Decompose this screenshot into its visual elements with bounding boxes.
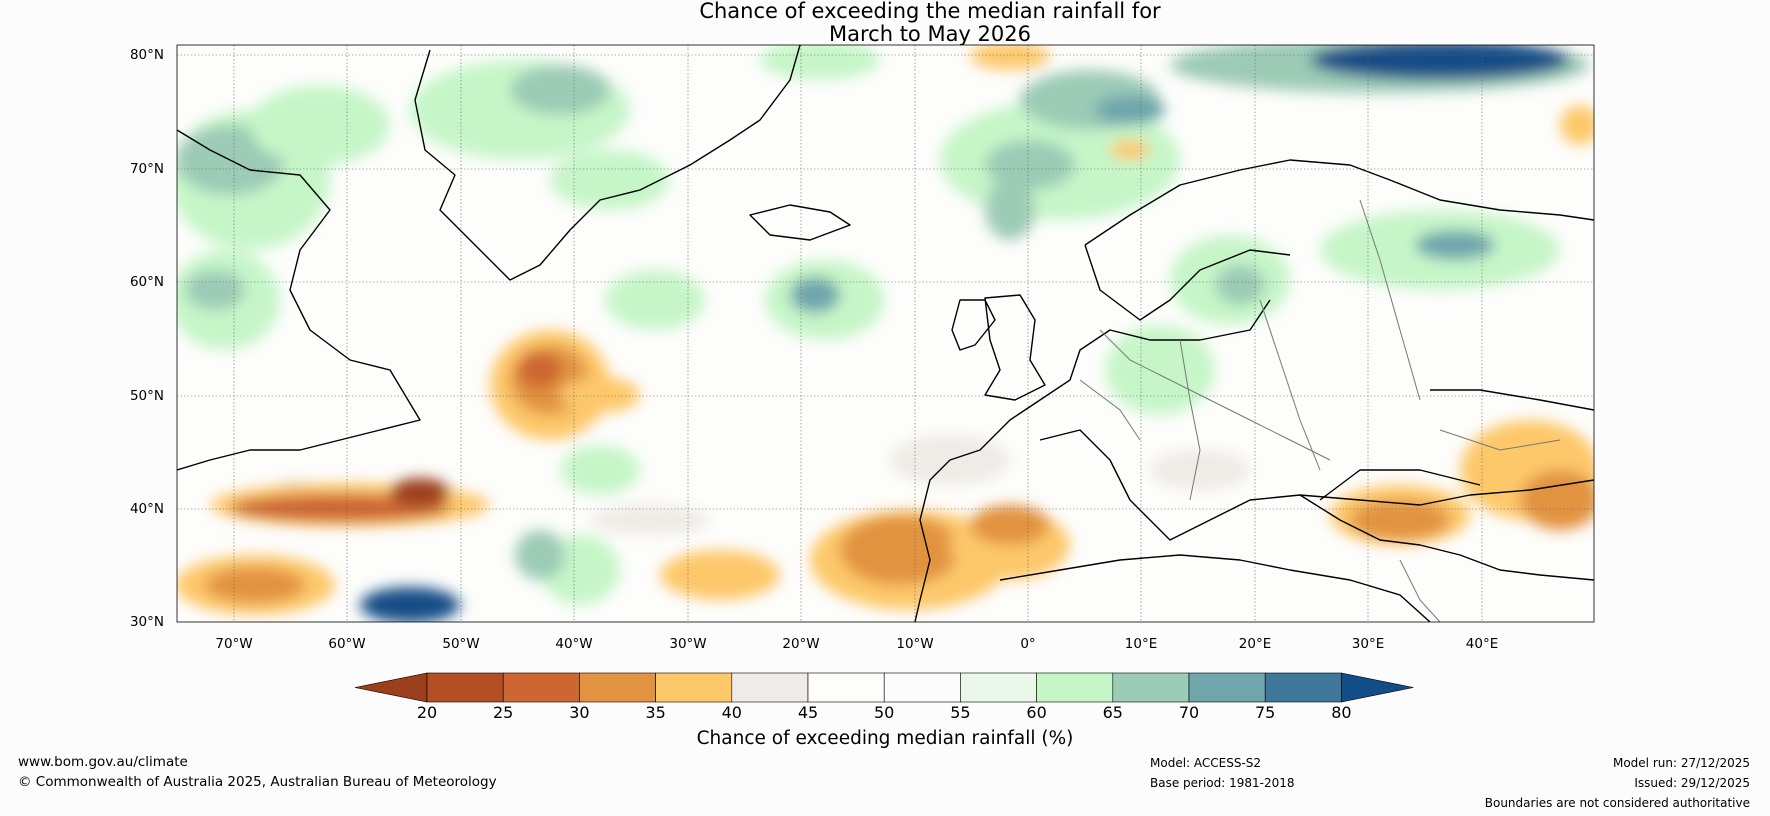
colorbar-swatch — [426, 672, 504, 703]
footer-model-run: Model run: 27/12/2025 — [1612, 756, 1750, 770]
colorbar-tick-label: 35 — [645, 703, 666, 722]
lon-label-30e: 30°E — [1351, 636, 1385, 652]
lon-label-20e: 20°E — [1238, 636, 1272, 652]
lon-label-40e: 40°E — [1465, 636, 1499, 652]
rainfall-probability-field — [177, 45, 1594, 622]
coastlines — [177, 45, 1594, 622]
colorbar-tick-label: 80 — [1331, 703, 1352, 722]
map-frame — [176, 44, 1595, 623]
lat-label-30n: 30°N — [129, 614, 164, 630]
lat-label-40n: 40°N — [129, 501, 164, 517]
lon-label-70w: 70°W — [215, 636, 253, 652]
footer-disclaimer: Boundaries are not considered authoritat… — [1484, 796, 1750, 810]
colorbar-tick-label: 70 — [1178, 703, 1200, 722]
lat-label-70n: 70°N — [129, 161, 164, 177]
map-title-line1: Chance of exceeding the median rainfall … — [699, 0, 1161, 23]
lon-label-10w: 10°W — [896, 636, 934, 652]
colorbar-tick-label: 20 — [416, 703, 438, 722]
lon-label-60w: 60°W — [328, 636, 366, 652]
lat-label-80n: 80°N — [129, 47, 164, 63]
colorbar-extend-high — [1341, 672, 1414, 703]
footer-issued: Issued: 29/12/2025 — [1634, 776, 1750, 790]
colorbar-swatch — [960, 672, 1037, 703]
colorbar-swatch — [807, 672, 885, 703]
country-borders — [1079, 199, 1561, 622]
colorbar-swatch — [1264, 672, 1342, 703]
colorbar-extend-low — [354, 672, 428, 703]
colorbar-label: Chance of exceeding median rainfall (%) — [696, 728, 1074, 749]
colorbar-swatch — [1112, 672, 1190, 703]
lat-label-60n: 60°N — [129, 274, 164, 290]
footer-url[interactable]: www.bom.gov.au/climate — [18, 754, 188, 770]
lon-label-50w: 50°W — [442, 636, 480, 652]
colorbar-swatch — [655, 672, 733, 703]
footer-model: Model: ACCESS-S2 — [1150, 756, 1262, 770]
map-title-line2: March to May 2026 — [829, 22, 1031, 46]
colorbar-swatch — [883, 672, 961, 703]
colorbar-tick-label: 65 — [1102, 703, 1123, 722]
colorbar-tick-label: 40 — [721, 703, 742, 722]
lon-label-10e: 10°E — [1124, 636, 1158, 652]
lon-label-40w: 40°W — [555, 636, 593, 652]
colorbar-tick-label: 25 — [493, 703, 514, 722]
colorbar-tick-label: 60 — [1026, 703, 1047, 722]
colorbar — [354, 672, 1414, 703]
colorbar-tick-label: 50 — [874, 703, 895, 722]
footer-base-period: Base period: 1981-2018 — [1150, 776, 1295, 790]
lon-label-20w: 20°W — [782, 636, 820, 652]
colorbar-tick-label: 75 — [1255, 703, 1276, 722]
colorbar-tick-label: 55 — [950, 703, 971, 722]
graticule — [177, 45, 1594, 622]
colorbar-tick-label: 30 — [569, 703, 590, 722]
lat-label-50n: 50°N — [129, 388, 164, 404]
lon-label-0: 0° — [1020, 636, 1036, 652]
colorbar-swatch — [1036, 672, 1114, 703]
footer-copyright: © Commonwealth of Australia 2025, Austra… — [18, 774, 497, 790]
colorbar-swatch — [731, 672, 809, 703]
colorbar-swatch — [1188, 672, 1266, 703]
colorbar-swatch — [579, 672, 656, 703]
colorbar-swatch — [502, 672, 580, 703]
colorbar-tick-label: 45 — [797, 703, 819, 722]
lon-label-30w: 30°W — [669, 636, 707, 652]
